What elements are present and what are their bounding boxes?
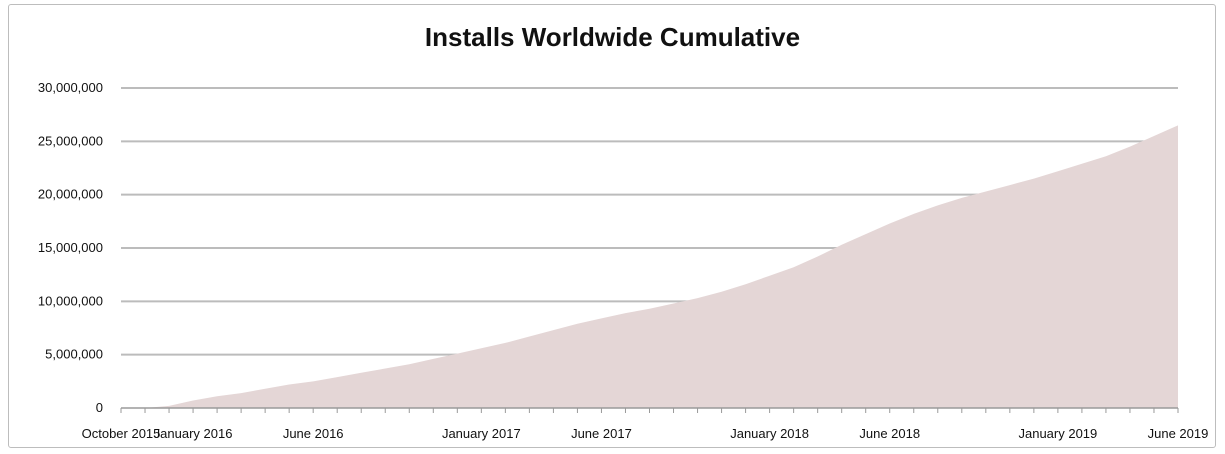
x-tick-label: January 2018 xyxy=(730,426,809,441)
x-tick-label: January 2017 xyxy=(442,426,521,441)
x-tick-label: October 2015 xyxy=(82,426,161,441)
x-tick-label: June 2019 xyxy=(1148,426,1209,441)
chart-title: Installs Worldwide Cumulative xyxy=(424,22,801,52)
x-tick-label: June 2016 xyxy=(283,426,344,441)
y-axis-tick-labels: 0 5,000,000 10,000,000 15,000,000 20,000,000… xyxy=(38,80,103,415)
x-tick-label: January 2016 xyxy=(154,426,233,441)
y-tick-label: 5,000,000 xyxy=(45,347,103,362)
x-tick-label: June 2017 xyxy=(571,426,632,441)
x-tick-label: June 2018 xyxy=(859,426,920,441)
y-tick-label: 30,000,000 xyxy=(38,80,103,95)
y-tick-label: 10,000,000 xyxy=(38,293,103,308)
y-tick-label: 15,000,000 xyxy=(38,240,103,255)
area-fill xyxy=(121,125,1178,408)
y-tick-label: 0 xyxy=(96,400,103,415)
y-tick-label: 20,000,000 xyxy=(38,187,103,202)
x-tick-label: January 2019 xyxy=(1018,426,1097,441)
area-series xyxy=(121,125,1178,408)
y-tick-label: 25,000,000 xyxy=(38,133,103,148)
axes xyxy=(120,407,1179,413)
